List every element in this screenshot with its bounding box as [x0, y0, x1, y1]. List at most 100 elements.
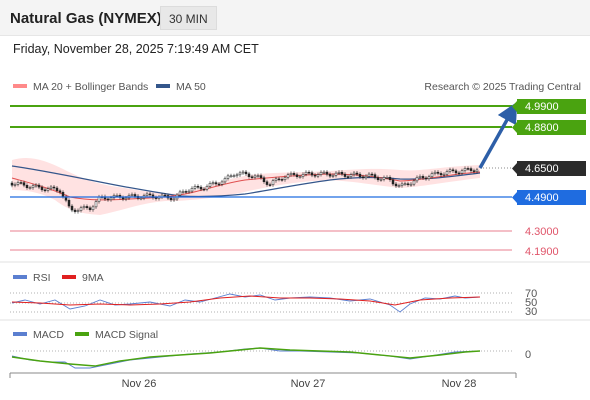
candle-body	[442, 173, 446, 176]
candle-body	[190, 187, 194, 192]
candle-body	[403, 183, 407, 185]
candle-body	[295, 174, 299, 178]
candle-body	[367, 173, 371, 177]
candle-body	[241, 171, 245, 174]
candle-body	[439, 173, 443, 176]
level-tag-pivot: 4.4900	[525, 192, 559, 204]
candle-body	[448, 169, 452, 172]
ma50-legend-label: MA 50	[176, 81, 206, 93]
candle-body	[391, 179, 395, 185]
candle-body	[121, 197, 125, 200]
candle-body	[316, 174, 320, 177]
candle-body	[37, 184, 41, 188]
candle-body	[22, 182, 26, 186]
candle-body	[283, 177, 287, 180]
candle-body	[133, 194, 137, 197]
candle-body	[235, 174, 239, 177]
candle-body	[19, 182, 23, 184]
candle-body	[340, 172, 344, 175]
candle-body	[460, 170, 464, 174]
candle-body	[325, 171, 329, 175]
candle-body	[346, 176, 350, 178]
candle-body	[94, 201, 98, 208]
candle-body	[226, 175, 230, 179]
candle-body	[58, 190, 62, 193]
candle-body	[475, 169, 479, 172]
candle-body	[172, 198, 176, 201]
candle-body	[370, 173, 374, 176]
candle-body	[13, 184, 17, 186]
candle-body	[31, 185, 35, 188]
candle-body	[259, 175, 263, 178]
candle-body	[280, 179, 284, 181]
candle-body	[310, 172, 314, 176]
candle-body	[469, 168, 473, 171]
candle-body	[418, 176, 422, 178]
rsi-level-70: 70	[525, 288, 537, 300]
candle-body	[16, 182, 20, 185]
candle-body	[211, 182, 215, 184]
macd-legend: MACD MACD Signal	[13, 329, 158, 341]
candle-body	[109, 197, 113, 201]
rsi-ma-legend-label: 9MA	[82, 272, 104, 284]
candle-body	[445, 171, 449, 175]
rsi-ma-line	[11, 295, 481, 306]
x-tick-label: Nov 26	[122, 378, 157, 390]
candle-body	[334, 172, 338, 176]
candle-body	[313, 174, 317, 177]
candle-body	[319, 171, 323, 175]
ma50-legend-swatch	[156, 84, 170, 88]
rsi-line	[11, 293, 481, 313]
candle-body	[40, 186, 44, 191]
candle-body	[82, 206, 86, 209]
candle-body	[55, 187, 59, 191]
candle-body	[145, 193, 149, 196]
candle-body	[214, 182, 218, 185]
candle-body	[472, 170, 476, 172]
main-legend: MA 20 + Bollinger Bands MA 50 Research ©…	[13, 81, 581, 93]
candle-body	[193, 186, 197, 189]
candle-body	[229, 175, 233, 178]
candle-body	[412, 180, 416, 185]
candle-body	[256, 175, 260, 177]
candle-body	[433, 171, 437, 174]
candle-body	[358, 173, 362, 178]
level-tag-bg	[517, 120, 586, 135]
candle-body	[397, 185, 401, 187]
copyright-label: Research © 2025 Trading Central	[424, 81, 581, 93]
candle-body	[385, 177, 389, 179]
candle-body	[163, 194, 167, 197]
candle-body	[70, 205, 74, 211]
candle-body	[355, 172, 359, 175]
timeframe-button[interactable]: 30 MIN	[160, 6, 217, 30]
candle-body	[61, 191, 65, 197]
candle-body	[298, 176, 302, 178]
candle-body	[106, 198, 110, 201]
candle-body	[139, 197, 143, 200]
candle-body	[388, 177, 392, 180]
candle-body	[457, 172, 461, 175]
candle-body	[265, 181, 269, 185]
candle-body	[337, 172, 341, 174]
candle-body	[277, 178, 281, 181]
candle-body	[49, 186, 53, 189]
candle-body	[427, 176, 431, 179]
rsi-legend-label: RSI	[33, 272, 51, 284]
level-tag-support-1: 4.3000	[525, 226, 559, 238]
candle-body	[466, 168, 470, 170]
candle-body	[205, 186, 209, 190]
candle-body	[25, 184, 29, 188]
candle-body	[349, 174, 353, 177]
candle-body	[304, 171, 308, 175]
candle-body	[85, 206, 89, 209]
scenario-arrow	[478, 101, 518, 169]
candle-body	[148, 193, 152, 196]
candle-body	[199, 186, 203, 190]
candle-body	[52, 186, 56, 189]
candle-body	[208, 182, 212, 187]
macd-level-0: 0	[525, 349, 531, 361]
candle-body	[217, 183, 221, 186]
candle-body	[220, 181, 224, 185]
bollinger-band	[12, 158, 480, 215]
